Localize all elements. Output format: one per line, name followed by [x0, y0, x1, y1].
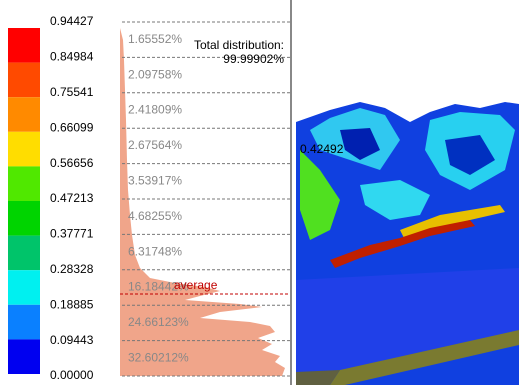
legend-label: 0.37771	[50, 227, 94, 241]
screen: 0.42492 0.94427 0.84984 0.75541 0.66099 0.56…	[0, 0, 519, 385]
average-label: average	[174, 278, 218, 292]
total-value: 99.99902%	[223, 52, 284, 66]
color-cell	[8, 305, 40, 340]
color-cell	[8, 236, 40, 271]
band-percentage: 2.41809%	[128, 103, 182, 117]
legend-label: 0.18885	[50, 297, 94, 311]
color-cell	[8, 270, 40, 305]
color-cell	[8, 166, 40, 201]
legend-label: 0.00000	[50, 368, 94, 382]
legend-label: 0.28328	[50, 262, 94, 276]
total-label: Total distribution:	[194, 38, 284, 52]
probe-value: 0.42492	[300, 142, 344, 156]
band-percentage: 3.53917%	[128, 173, 182, 187]
band-percentage: 2.67564%	[128, 138, 182, 152]
page: 0.42492 0.94427 0.84984 0.75541 0.66099 0.56…	[0, 0, 519, 390]
legend-label: 0.47213	[50, 191, 94, 205]
legend-label: 0.09443	[50, 333, 94, 347]
color-cell	[8, 339, 40, 374]
legend-label: 0.94427	[50, 14, 94, 28]
band-percentage: 4.68255%	[128, 209, 182, 223]
color-cell	[8, 63, 40, 98]
legend-label: 0.56656	[50, 156, 94, 170]
color-cell	[8, 28, 40, 63]
band-percentage: 32.60212%	[128, 350, 189, 364]
legend-label: 0.84984	[50, 50, 94, 64]
color-cell	[8, 97, 40, 132]
color-cell	[8, 201, 40, 236]
band-percentage: 6.31748%	[128, 244, 182, 258]
color-cell	[8, 132, 40, 167]
band-percentage: 1.65552%	[128, 32, 182, 46]
legend-label: 0.66099	[50, 120, 94, 134]
band-percentage: 24.66123%	[128, 315, 189, 329]
band-percentage: 2.09758%	[128, 67, 182, 81]
legend-label: 0.75541	[50, 85, 94, 99]
